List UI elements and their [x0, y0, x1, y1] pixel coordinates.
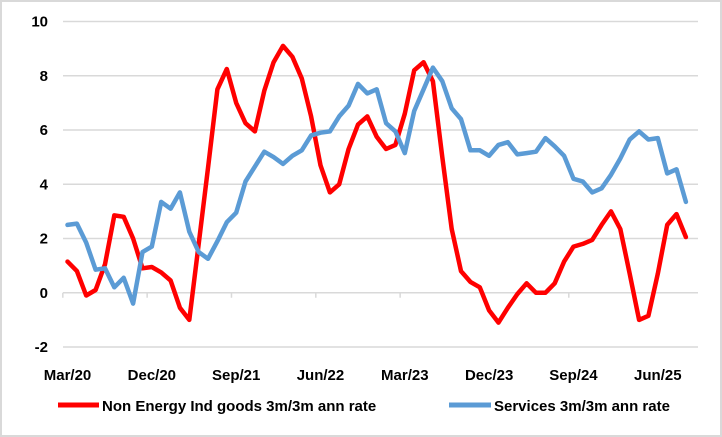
- x-tick-label: Mar/20: [44, 367, 92, 384]
- y-tick-label: 4: [40, 176, 49, 193]
- x-tick-label: Sep/24: [549, 367, 598, 384]
- x-axis-tick-labels: Mar/20 Dec/20 Sep/21 Jun/22 Mar/23 Dec/23 Sep/…: [44, 367, 682, 384]
- x-tick-label: Jun/22: [297, 367, 345, 384]
- y-tick-label: 0: [40, 285, 48, 302]
- y-tick-label: 6: [40, 122, 48, 139]
- x-tick-label: Jun/25: [634, 367, 682, 384]
- legend-item-services: Services 3m/3m ann rate: [449, 398, 670, 415]
- legend: Non Energy Ind goods 3m/3m ann rate Serv…: [58, 398, 670, 415]
- legend-item-non-energy-goods: Non Energy Ind goods 3m/3m ann rate: [58, 398, 376, 415]
- y-tick-label: 10: [31, 14, 48, 31]
- x-tick-label: Sep/21: [212, 367, 260, 384]
- y-tick-label: -2: [35, 339, 48, 356]
- y-tick-label: 8: [40, 68, 48, 85]
- x-tick-label: Dec/20: [128, 367, 176, 384]
- series-lines: [65, 43, 689, 325]
- legend-label-non-energy-goods: Non Energy Ind goods 3m/3m ann rate: [102, 398, 376, 415]
- series-line-non-energy-goods: [65, 43, 689, 325]
- x-axis: [62, 292, 698, 298]
- series-line-services: [65, 65, 689, 306]
- y-axis-tick-labels: -2 0 2 4 6 8 10: [31, 14, 48, 357]
- legend-label-services: Services 3m/3m ann rate: [494, 398, 670, 415]
- x-tick-label: Mar/23: [381, 367, 429, 384]
- x-tick-label: Dec/23: [465, 367, 513, 384]
- y-tick-label: 2: [40, 231, 48, 248]
